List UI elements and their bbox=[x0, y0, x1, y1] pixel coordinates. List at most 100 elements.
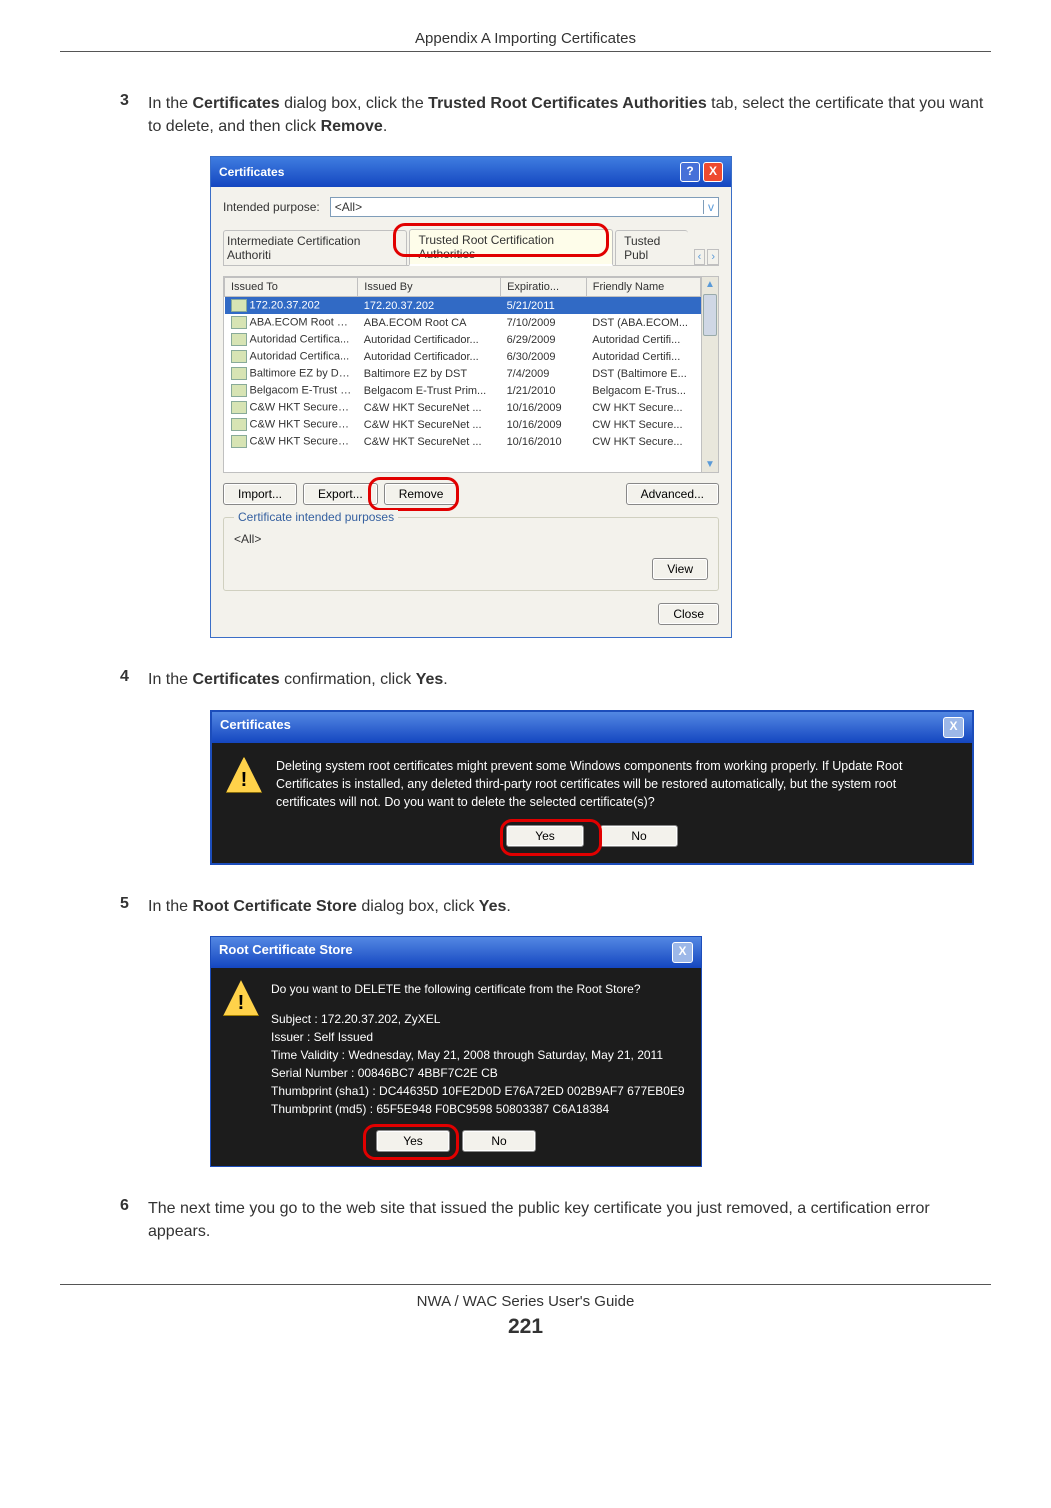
chevron-down-icon: v bbox=[703, 200, 714, 214]
group-label: Certificate intended purposes bbox=[234, 510, 398, 524]
close-dialog-button[interactable]: Close bbox=[658, 603, 719, 625]
t: dialog box, click the bbox=[280, 95, 429, 112]
col-expiration[interactable]: Expiratio... bbox=[501, 278, 587, 297]
table-row[interactable]: Belgacom E-Trust P...Belgacom E-Trust Pr… bbox=[225, 382, 701, 399]
cert-listbox: Issued To Issued By Expiratio... Friendl… bbox=[223, 276, 719, 473]
purpose-value: <All> bbox=[335, 200, 362, 214]
t: . bbox=[383, 118, 387, 135]
table-row[interactable]: Autoridad Certifica...Autoridad Certific… bbox=[225, 348, 701, 365]
col-friendly-name[interactable]: Friendly Name bbox=[586, 278, 700, 297]
import-button[interactable]: Import... bbox=[223, 483, 297, 505]
t: Certificates bbox=[192, 671, 279, 688]
step-4: 4 In the Certificates confirmation, clic… bbox=[60, 668, 991, 691]
cert-icon bbox=[231, 333, 247, 346]
col-issued-by[interactable]: Issued By bbox=[358, 278, 501, 297]
dialog-title: Certificates bbox=[220, 717, 943, 738]
titlebar: Root Certificate Store X bbox=[211, 937, 701, 968]
t: usted Publ bbox=[624, 234, 660, 262]
line: Serial Number : 00846BC7 4BBF7C2E CB bbox=[271, 1064, 685, 1082]
view-button[interactable]: View bbox=[652, 558, 708, 580]
scroll-up-icon[interactable]: ▲ bbox=[705, 277, 715, 292]
table-row[interactable]: Autoridad Certifica...Autoridad Certific… bbox=[225, 331, 701, 348]
close-button[interactable]: X bbox=[703, 162, 723, 182]
cert-icon bbox=[231, 384, 247, 397]
dialog-title: Root Certificate Store bbox=[219, 942, 672, 963]
line: Do you want to DELETE the following cert… bbox=[271, 980, 685, 998]
close-button[interactable]: X bbox=[672, 942, 693, 963]
tabstrip: Intermediate Certification Authoriti Tru… bbox=[223, 229, 719, 266]
step-3: 3 In the Certificates dialog box, click … bbox=[60, 92, 991, 138]
table-row[interactable]: ABA.ECOM Root CAABA.ECOM Root CA7/10/200… bbox=[225, 314, 701, 331]
bottom-rule bbox=[60, 1284, 991, 1285]
line: Issuer : Self Issued bbox=[271, 1028, 685, 1046]
t: Yes bbox=[416, 671, 444, 688]
root-store-dialog: Root Certificate Store X ! Do you want t… bbox=[210, 936, 702, 1167]
tab-intermediate[interactable]: Intermediate Certification Authoriti bbox=[223, 230, 407, 265]
yes-button[interactable]: Yes bbox=[376, 1130, 450, 1152]
top-rule bbox=[60, 51, 991, 52]
t: Root Certificate Store bbox=[192, 898, 356, 915]
advanced-button[interactable]: Advanced... bbox=[626, 483, 719, 505]
step-4-text: In the Certificates confirmation, click … bbox=[148, 668, 448, 691]
cert-icon bbox=[231, 299, 247, 312]
no-button[interactable]: No bbox=[462, 1130, 536, 1152]
close-button[interactable]: X bbox=[943, 717, 964, 738]
cert-icon bbox=[231, 435, 247, 448]
cert-icon bbox=[231, 367, 247, 380]
dialog-title: Certificates bbox=[219, 165, 677, 179]
cert-icon bbox=[231, 418, 247, 431]
tab-scroll-left[interactable]: ‹ bbox=[694, 249, 706, 265]
tab-scroll-right[interactable]: › bbox=[707, 249, 719, 265]
scroll-down-icon[interactable]: ▼ bbox=[705, 457, 715, 472]
cert-icon bbox=[231, 316, 247, 329]
t: Yes bbox=[479, 898, 507, 915]
titlebar: Certificates ? X bbox=[211, 157, 731, 187]
line: Thumbprint (sha1) : DC44635D 10FE2D0D E7… bbox=[271, 1082, 685, 1100]
t: In the bbox=[148, 95, 192, 112]
export-button[interactable]: Export... bbox=[303, 483, 378, 505]
purposes-group: Certificate intended purposes <All> View bbox=[223, 517, 719, 591]
confirm-text: Deleting system root certificates might … bbox=[276, 757, 958, 811]
step-6-text: The next time you go to the web site tha… bbox=[148, 1197, 991, 1243]
table-row[interactable]: Baltimore EZ by DSTBaltimore EZ by DST7/… bbox=[225, 365, 701, 382]
line: Time Validity : Wednesday, May 21, 2008 … bbox=[271, 1046, 685, 1064]
table-header: Issued To Issued By Expiratio... Friendl… bbox=[225, 278, 701, 297]
line: Subject : 172.20.37.202, ZyXEL bbox=[271, 1010, 685, 1028]
no-button[interactable]: No bbox=[600, 825, 678, 847]
scroll-thumb[interactable] bbox=[703, 294, 717, 336]
step-5-num: 5 bbox=[120, 895, 148, 918]
titlebar: Certificates X bbox=[212, 712, 972, 743]
t: dialog box, click bbox=[357, 898, 479, 915]
root-text: Do you want to DELETE the following cert… bbox=[271, 980, 685, 1118]
step-5: 5 In the Root Certificate Store dialog b… bbox=[60, 895, 991, 918]
remove-button[interactable]: Remove bbox=[384, 483, 459, 505]
page-header: Appendix A Importing Certificates bbox=[60, 30, 991, 47]
footer-line: NWA / WAC Series User's Guide bbox=[60, 1291, 991, 1312]
cert-icon bbox=[231, 350, 247, 363]
t: Trusted Root Certificates Authorities bbox=[428, 95, 707, 112]
step-6: 6 The next time you go to the web site t… bbox=[60, 1197, 991, 1243]
scrollbar[interactable]: ▲ ▼ bbox=[701, 277, 718, 472]
table-row[interactable]: C&W HKT SecureN...C&W HKT SecureNet ...1… bbox=[225, 433, 701, 450]
table-row[interactable]: C&W HKT SecureN...C&W HKT SecureNet ...1… bbox=[225, 416, 701, 433]
warning-icon: ! bbox=[223, 980, 259, 1016]
cert-icon bbox=[231, 401, 247, 414]
t: In the bbox=[148, 671, 192, 688]
t: . bbox=[506, 898, 510, 915]
help-button[interactable]: ? bbox=[680, 162, 700, 182]
t: . bbox=[443, 671, 447, 688]
purpose-select[interactable]: <All> v bbox=[330, 197, 719, 217]
t: Remove bbox=[321, 118, 383, 135]
yes-button[interactable]: Yes bbox=[506, 825, 584, 847]
tab-trusted-root[interactable]: Trusted Root Certification Authorities bbox=[409, 229, 613, 266]
table-row[interactable]: C&W HKT SecureN...C&W HKT SecureNet ...1… bbox=[225, 399, 701, 416]
step-3-num: 3 bbox=[120, 92, 148, 138]
col-issued-to[interactable]: Issued To bbox=[225, 278, 358, 297]
group-value: <All> bbox=[234, 532, 708, 546]
step-6-num: 6 bbox=[120, 1197, 148, 1243]
warning-icon: ! bbox=[226, 757, 262, 793]
table-row[interactable]: 172.20.37.202172.20.37.2025/21/2011 bbox=[225, 297, 701, 315]
page-number: 221 bbox=[60, 1312, 991, 1341]
t: confirmation, click bbox=[280, 671, 416, 688]
tab-trusted-publishers[interactable]: Tusted Publ bbox=[615, 230, 688, 265]
